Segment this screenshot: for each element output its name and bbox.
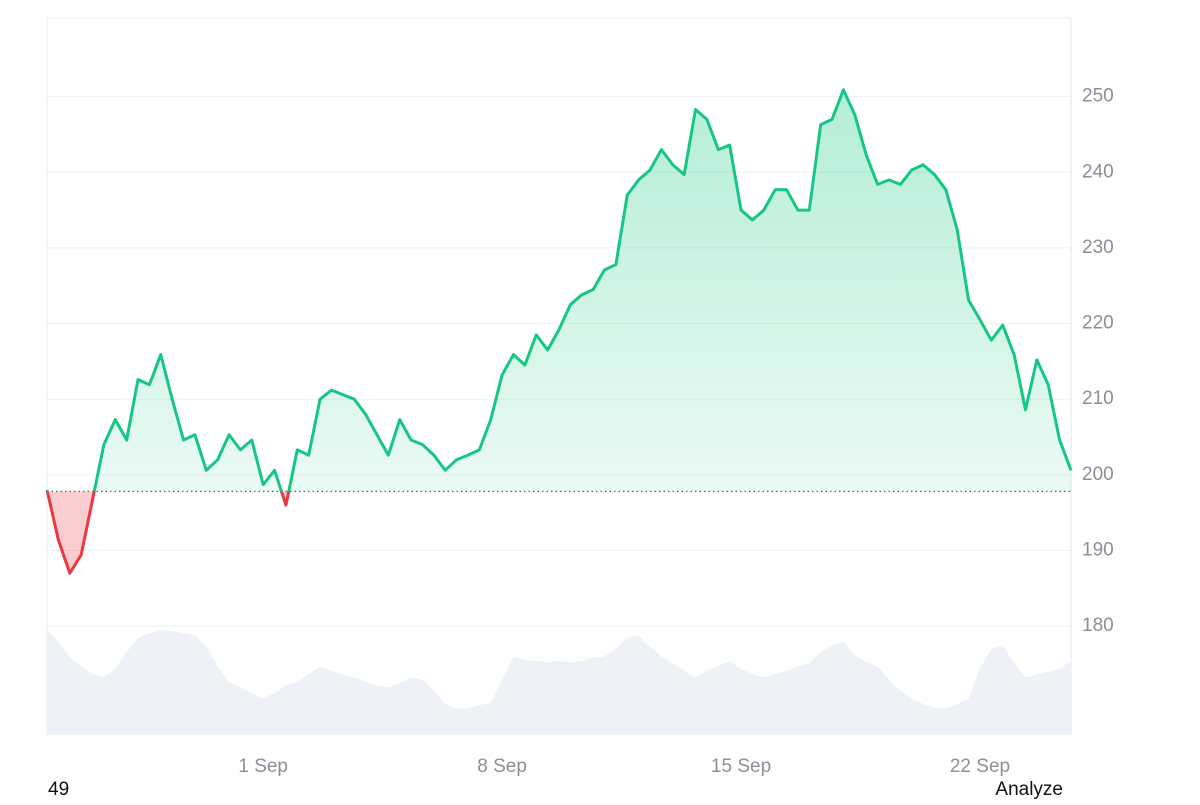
x-tick-label: 1 Sep xyxy=(238,756,288,777)
y-tick-label: 200 xyxy=(1082,464,1114,485)
x-tick-label: 22 Sep xyxy=(950,756,1010,777)
y-tick-label: 220 xyxy=(1082,313,1114,334)
price-line-up xyxy=(45,88,1073,492)
footer-left: 49 xyxy=(48,779,69,800)
y-tick-label: 180 xyxy=(1082,615,1114,636)
area-up xyxy=(47,89,1071,492)
volume-area xyxy=(47,630,1071,735)
area-down xyxy=(47,491,289,574)
y-tick-label: 240 xyxy=(1082,161,1114,182)
y-tick-label: 250 xyxy=(1082,86,1114,107)
y-tick-label: 190 xyxy=(1082,539,1114,560)
y-tick-label: 210 xyxy=(1082,388,1114,409)
x-tick-label: 8 Sep xyxy=(477,756,527,777)
footer-right[interactable]: Analyze xyxy=(995,779,1063,800)
x-tick-label: 15 Sep xyxy=(711,756,771,777)
y-tick-label: 230 xyxy=(1082,237,1114,258)
